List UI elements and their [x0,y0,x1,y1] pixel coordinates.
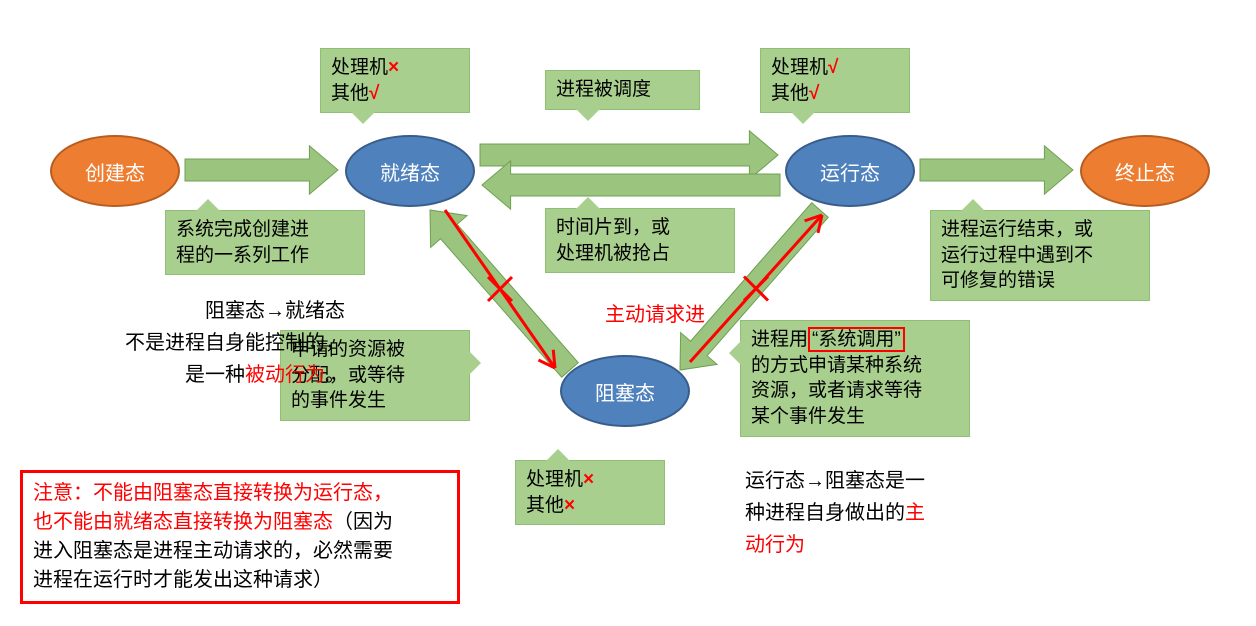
callout-syscall_desc: 进程用“系统调用”的方式申请某种系统资源，或者请求等待某个事件发生 [740,320,970,437]
diagram-canvas: 创建态 就绪态 运行态 终止态阻塞态 处理机×其他√ 处理机√其他√ 处理机×其他× 进程被… [0,0,1256,626]
warning-note: 注意：不能由阻塞态直接转换为运行态，也不能由就绪态直接转换为阻塞态（因为进入阻塞… [20,470,460,604]
state-label: 终止态 [1115,157,1175,186]
state-label: 创建态 [85,157,145,186]
state-label: 阻塞态 [595,377,655,406]
state-ready: 就绪态 [345,135,475,207]
state-label: 运行态 [820,157,880,186]
callout-create_desc: 系统完成创建进程的一系列工作 [165,210,365,275]
state-created: 创建态 [50,135,180,207]
state-running: 运行态 [785,135,915,207]
state-blocked: 阻塞态 [560,355,690,427]
state-terminated: 终止态 [1080,135,1210,207]
edge-running-to-ready [482,161,780,209]
callout-ready_res: 处理机×其他√ [320,48,470,113]
passive-annotation: 阻塞态→就绪态不是进程自身能控制的，是一种被动行为。 [95,295,345,391]
active-annotation: 运行态→阻塞态是一种进程自身做出的主动行为 [745,465,1005,561]
edge-created-to-ready [185,146,338,194]
callout-term_desc: 进程运行结束，或运行过程中遇到不可修复的错误 [930,210,1150,301]
state-label: 就绪态 [380,157,440,186]
edge-running-to-terminated [920,146,1073,194]
callout-blocked_res: 处理机×其他× [515,460,665,525]
callout-running_res: 处理机√其他√ [760,48,910,113]
request-label: 主动请求进 [605,298,705,327]
callout-preempted: 时间片到，或处理机被抢占 [545,208,735,273]
edge-ready-to-running [480,131,778,179]
callout-scheduled: 进程被调度 [545,70,700,110]
